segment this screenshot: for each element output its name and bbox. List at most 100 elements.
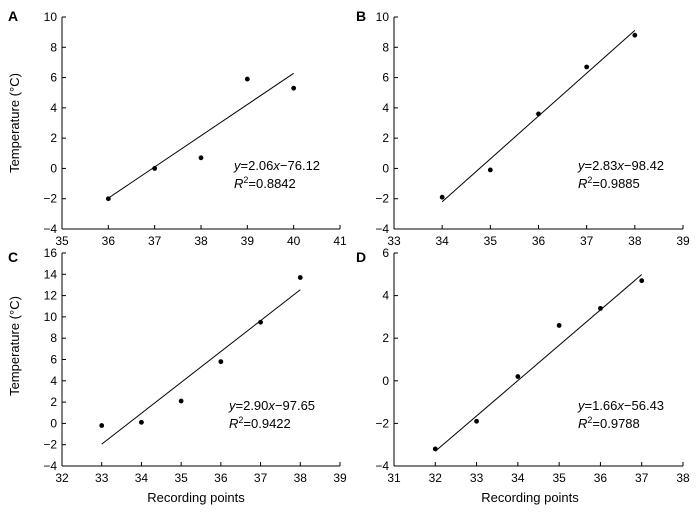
- panel-b-y-tick-label: −2: [375, 192, 389, 206]
- panel-c-y-tick-label: 12: [44, 289, 58, 303]
- panel-b-y-tick-label: 10: [376, 10, 390, 24]
- panel-a-data-point: [105, 196, 111, 202]
- panel-d-data-point: [556, 323, 562, 328]
- panel-b-y-tick-label: 8: [382, 40, 389, 54]
- panel-b-x-tick-label: 34: [435, 234, 449, 248]
- panel-d-x-tick-label: 35: [552, 471, 566, 485]
- panel-d-equation-x: x: [616, 398, 624, 413]
- x-axis-title-right: Recording points: [481, 490, 579, 505]
- panel-b-x-tick-label: 37: [580, 234, 594, 248]
- panel-b-r-squared-value: =0.9885: [592, 176, 639, 191]
- panel-d-data-point: [598, 305, 603, 311]
- panel-a: 35 36 37 38 39 40 41 −4 −2 0 2 4 6 8 10 Ay=2.06x−76.12 R…: [8, 8, 347, 248]
- panel-d-fit-line: [434, 274, 643, 452]
- panel-a-equation-y: y: [233, 158, 242, 173]
- panel-d-y-tick-label: 2: [382, 331, 389, 345]
- panel-c-data-point: [297, 275, 303, 280]
- panel-c-label: C: [8, 249, 18, 265]
- panel-c-y-tick-label: 2: [50, 395, 57, 409]
- panel-c-equation: y=2.90x−97.65: [228, 398, 315, 413]
- panel-c-r-squared-value: =0.9422: [243, 416, 290, 431]
- panel-b-x-tick-label: 39: [676, 234, 690, 248]
- panel-d-y-tick-label: 6: [382, 246, 389, 260]
- panel-b-y-tick-label: −4: [375, 222, 389, 236]
- panel-c-x-tick-label: 35: [174, 471, 188, 485]
- panel-d-data-point: [515, 374, 521, 379]
- panel-a-fit-line: [108, 72, 294, 199]
- panel-a-y-tick-label: 0: [50, 161, 57, 175]
- panel-c-data-point: [258, 319, 263, 325]
- panel-a-data-point: [291, 85, 297, 91]
- panel-a-equation-coef: =2.06: [241, 158, 274, 173]
- panel-a-r-squared-sup: 2: [243, 175, 248, 185]
- panel-a-x-tick-label: 37: [148, 234, 162, 248]
- panel-d-y-tick-label: 4: [382, 289, 389, 303]
- panel-c-r-squared: R2=0.9422: [229, 415, 291, 431]
- panel-c-equation-x: x: [267, 398, 275, 413]
- panel-d-r-squared: R2=0.9788: [578, 415, 640, 431]
- panel-d-equation: y=1.66x−56.43: [577, 398, 664, 413]
- panel-b-x-tick-label: 33: [387, 234, 401, 248]
- panel-d-equation-y: y: [577, 398, 586, 413]
- panel-c-y-tick-label: 8: [50, 331, 57, 345]
- panel-d-label: D: [356, 249, 366, 265]
- panel-d-r-squared-value: =0.9788: [592, 416, 639, 431]
- panel-c-y-tick-label: −2: [43, 438, 57, 452]
- panel-a-x-tick-label: 38: [194, 234, 208, 248]
- panel-b-x-tick-label: 38: [628, 234, 642, 248]
- panel-b-data-point: [439, 194, 445, 200]
- panel-a-data-point: [152, 166, 158, 171]
- panel-b-data-point: [584, 64, 590, 70]
- panel-c-y-tick-label: 14: [44, 267, 58, 281]
- panel-d-equation-rest: −56.43: [624, 398, 664, 413]
- panel-b-x-tick-label: 36: [532, 234, 546, 248]
- panel-b-equation-x: x: [616, 158, 624, 173]
- panel-b-equation: y=2.83x−98.42: [577, 158, 664, 173]
- y-axis-title-bottom: Temperature (°C): [7, 296, 22, 396]
- panel-a-y-tick-label: 4: [50, 101, 57, 115]
- panel-c-y-tick-label: 10: [44, 310, 58, 324]
- panel-d-x-tick-label: 33: [470, 471, 484, 485]
- panel-a-y-tick-label: −4: [43, 222, 57, 236]
- panel-d-y-tick-label: −2: [375, 416, 389, 430]
- panel-c-equation-y: y: [228, 398, 237, 413]
- panel-c-x-tick-label: 32: [55, 471, 69, 485]
- panel-c-y-tick-label: −4: [43, 459, 57, 473]
- panel-c-y-tick-label: 4: [50, 374, 57, 388]
- panel-b-y-tick-label: 4: [382, 101, 389, 115]
- panel-a-x-tick-label: 41: [333, 234, 347, 248]
- panel-b-equation-y: y: [577, 158, 586, 173]
- panel-c-r-squared-r: R: [229, 416, 238, 431]
- panel-c-data-point: [218, 359, 224, 365]
- panel-b-data-point: [536, 111, 541, 117]
- panel-a-y-tick-label: 10: [44, 10, 58, 24]
- panel-c-equation-coef: =2.90: [236, 398, 269, 413]
- y-axis-title-top: Temperature (°C): [7, 73, 22, 173]
- panel-d-equation-coef: =1.66: [585, 398, 618, 413]
- panel-b-r-squared-r: R: [578, 176, 587, 191]
- panel-b-data-point: [487, 167, 493, 173]
- panel-d-data-point: [474, 418, 479, 424]
- panel-d-data-point: [432, 446, 438, 452]
- panel-a-r-squared-r: R: [234, 176, 243, 191]
- panel-c-data-point: [178, 398, 184, 404]
- panel-c: 32 33 34 35 36 37 38 39 −4 −2 0 2 4 6 8 10 12 14 16 Cy=2.90…: [8, 246, 347, 485]
- panel-a-equation-rest: −76.12: [280, 158, 320, 173]
- panel-d-x-tick-label: 37: [635, 471, 649, 485]
- panel-a-y-tick-label: −2: [43, 192, 57, 206]
- panel-a-equation: y=2.06x−76.12: [233, 158, 320, 173]
- panel-d-x-tick-label: 31: [387, 471, 401, 485]
- panel-c-y-tick-label: 0: [50, 416, 57, 430]
- panel-b-x-tick-label: 35: [484, 234, 498, 248]
- panel-a-x-tick-label: 39: [241, 234, 255, 248]
- panel-c-data-point: [99, 423, 105, 428]
- panel-a-data-point: [244, 76, 250, 82]
- panel-c-fit-line: [101, 289, 301, 445]
- panel-c-x-tick-label: 37: [254, 471, 268, 485]
- panel-a-x-tick-label: 35: [55, 234, 69, 248]
- panel-b-data-point: [632, 32, 638, 38]
- panel-d-data-point: [639, 278, 645, 284]
- panel-c-y-tick-label: 6: [50, 353, 57, 367]
- panel-b-y-tick-label: 6: [382, 71, 389, 85]
